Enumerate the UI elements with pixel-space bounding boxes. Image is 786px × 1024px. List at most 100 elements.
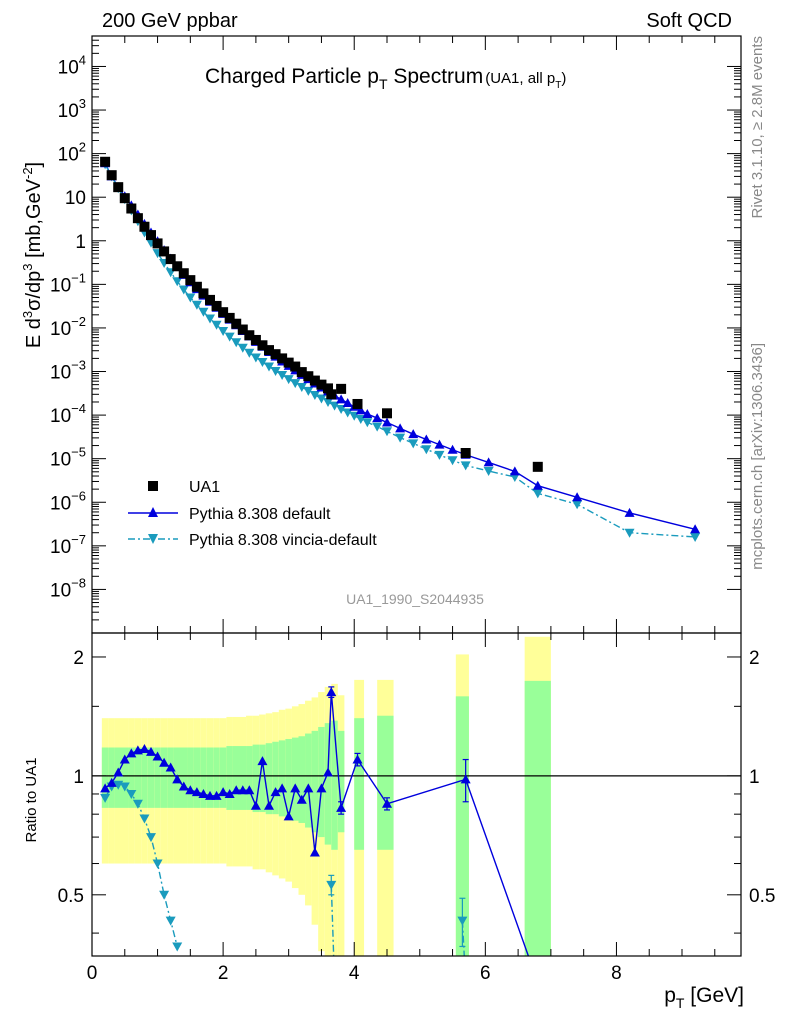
data-point-vincia xyxy=(690,532,701,542)
uncertainty-band-inner xyxy=(154,747,161,808)
data-point-vincia xyxy=(198,307,209,317)
data-point-ua1 xyxy=(323,383,333,394)
ratio-point-pythia-default xyxy=(237,785,248,795)
data-point-pythia-default xyxy=(395,423,406,433)
data-point-vincia xyxy=(336,405,347,415)
data-point-vincia xyxy=(572,500,583,510)
ratio-point-pythia-default xyxy=(191,787,202,797)
data-point-pythia-default xyxy=(532,480,543,490)
data-point-ua1 xyxy=(165,254,176,265)
ratio-point-pythia-default xyxy=(283,811,294,821)
data-point-pythia-default xyxy=(355,405,366,415)
series-line-pythia-default xyxy=(104,162,696,530)
ratio-point-vincia xyxy=(132,799,143,809)
ratio-point-pythia-default xyxy=(113,767,124,777)
uncertainty-band-inner xyxy=(239,746,247,810)
main-ytick-label: 10 xyxy=(65,188,86,209)
ratio-point-pythia-default xyxy=(152,751,163,761)
data-point-ua1 xyxy=(139,221,150,232)
ratio-panel: 0.5 0.5 1 1 2 2 0 2 4 6 8 Ratio to UA1 pT [GeV] xyxy=(23,632,775,1011)
main-panel: 10410310210110−110−210−310−410−510−610−7… xyxy=(20,35,742,634)
data-point-ua1 xyxy=(264,345,274,356)
data-point-ua1 xyxy=(172,261,183,272)
data-point-vincia xyxy=(303,386,314,396)
side-top-label: Rivet 3.1.10, ≥ 2.8M events xyxy=(749,36,766,219)
ratio-bands-layer xyxy=(101,636,551,956)
uncertainty-band-inner xyxy=(187,747,194,808)
ratio-point-pythia-default xyxy=(100,783,111,793)
ratio-point-pythia-default xyxy=(290,783,301,793)
data-point-pythia-default xyxy=(372,413,383,423)
data-point-pythia-default xyxy=(362,408,373,418)
main-ytick-label: 103 xyxy=(58,96,86,122)
ratio-xtick-label: 0 xyxy=(87,963,98,984)
data-point-vincia xyxy=(211,320,222,330)
data-point-ua1 xyxy=(290,361,301,372)
main-ytick-label: 10−5 xyxy=(50,445,86,471)
uncertainty-band-inner xyxy=(160,747,168,808)
uncertainty-band-inner xyxy=(311,730,319,833)
data-point-ua1 xyxy=(244,330,255,341)
data-point-ua1 xyxy=(352,398,363,409)
data-point-pythia-default xyxy=(421,434,432,444)
data-point-ua1 xyxy=(336,383,347,394)
uncertainty-band-inner xyxy=(337,730,345,833)
ratio-point-pythia-default xyxy=(316,783,327,793)
ratio-point-vincia xyxy=(152,859,163,869)
ratio-point-pythia-default xyxy=(352,754,363,764)
ratio-point-pythia-default xyxy=(139,743,150,753)
data-point-ua1 xyxy=(257,340,268,351)
ratio-point-pythia-default xyxy=(277,783,288,793)
main-ytick-label: 102 xyxy=(58,140,86,166)
ratio-ytick-label-right: 0.5 xyxy=(749,886,775,907)
data-point-pythia-default xyxy=(447,444,458,454)
uncertainty-band-inner xyxy=(298,736,306,823)
ratio-frame xyxy=(91,632,742,957)
ratio-point-vincia xyxy=(159,890,170,900)
data-point-vincia xyxy=(250,353,261,363)
ratio-point-pythia-default xyxy=(178,781,189,791)
data-point-ua1 xyxy=(119,193,130,204)
data-point-ua1 xyxy=(159,246,170,257)
ratio-point-pythia-default xyxy=(250,800,261,810)
ratio-point-vincia xyxy=(146,833,156,843)
ratio-point-pythia-default xyxy=(205,790,215,800)
data-point-vincia xyxy=(460,461,471,471)
data-point-ua1 xyxy=(231,318,242,329)
main-ytick-label: 10−4 xyxy=(50,401,86,427)
ratio-point-vincia xyxy=(330,978,340,987)
ratio-point-vincia xyxy=(126,789,137,799)
ratio-point-pythia-default xyxy=(126,748,137,758)
data-point-vincia xyxy=(296,383,307,393)
main-ytick-label: 104 xyxy=(58,52,86,78)
analysis-id: UA1_1990_S2044935 xyxy=(346,591,484,607)
ratio-point-vincia xyxy=(100,793,111,803)
ratio-xtick-label: 4 xyxy=(349,963,360,984)
data-point-vincia xyxy=(224,332,235,342)
data-point-pythia-default xyxy=(624,507,635,517)
main-plot-layer xyxy=(100,156,701,542)
uncertainty-band-inner xyxy=(141,747,148,808)
data-point-ua1 xyxy=(326,389,337,400)
legend-marker-ua1 xyxy=(148,481,158,491)
data-point-ua1 xyxy=(237,324,248,335)
data-point-pythia-default xyxy=(690,524,701,534)
data-point-ua1 xyxy=(100,156,111,167)
legend-marker-pythia-default xyxy=(148,507,158,517)
data-point-vincia xyxy=(290,379,301,389)
uncertainty-band-inner xyxy=(147,747,155,808)
uncertainty-band-inner xyxy=(331,720,338,850)
ratio-point-pythia-default xyxy=(198,788,209,798)
legend-marker-vincia xyxy=(148,534,158,544)
uncertainty-band-inner xyxy=(278,740,286,817)
uncertainty-band-inner xyxy=(200,747,207,808)
data-point-pythia-default xyxy=(572,492,583,502)
ratio-point-vincia xyxy=(461,978,471,987)
data-point-vincia xyxy=(277,371,288,381)
data-point-vincia xyxy=(421,445,432,455)
ratio-xtick-label: 6 xyxy=(480,963,491,984)
data-point-ua1 xyxy=(309,375,320,386)
data-point-vincia xyxy=(408,439,419,449)
uncertainty-band-inner xyxy=(167,747,174,808)
